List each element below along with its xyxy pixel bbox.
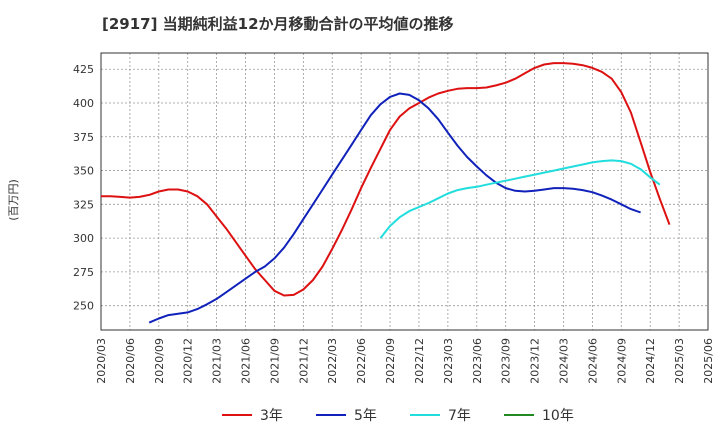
chart-title: [2917] 当期純利益12か月移動合計の平均値の推移	[102, 15, 454, 33]
plot-area	[100, 52, 709, 331]
x-tick-label: 2025/03	[673, 338, 686, 384]
y-tick-label: 425	[73, 63, 94, 76]
grid-lines	[100, 53, 709, 330]
y-tick-label: 400	[73, 97, 94, 110]
x-tick-label: 2021/03	[211, 338, 224, 384]
x-tick-label: 2021/12	[297, 338, 310, 384]
x-tick-label: 2024/06	[586, 338, 599, 384]
x-tick-label: 2022/12	[413, 338, 426, 384]
series-line	[101, 62, 671, 297]
legend-label: 7年	[448, 408, 471, 424]
x-tick-label: 2024/09	[615, 338, 628, 384]
legend-label: 5年	[354, 408, 377, 424]
y-axis-ticks: 250 275 300 325 350 375 400 425	[73, 63, 94, 312]
x-tick-label: 2022/09	[384, 338, 397, 384]
x-tick-label: 2022/03	[326, 338, 339, 384]
x-tick-label: 2020/09	[153, 338, 166, 384]
legend-label: 10年	[542, 408, 574, 424]
x-tick-label: 2025/06	[702, 338, 715, 384]
x-tick-label: 2021/06	[240, 338, 253, 384]
x-tick-label: 2020/03	[95, 338, 108, 384]
y-axis-label: (百万円)	[7, 179, 20, 221]
legend-label: 3年	[260, 408, 283, 424]
y-tick-label: 300	[73, 232, 94, 245]
legend: 3年 5年 7年 10年	[222, 408, 574, 424]
y-tick-label: 250	[73, 300, 94, 313]
x-tick-label: 2023/03	[442, 338, 455, 384]
x-tick-label: 2020/06	[124, 338, 137, 384]
x-tick-label: 2021/09	[268, 338, 281, 384]
y-tick-label: 325	[73, 198, 94, 211]
series-line	[379, 159, 661, 239]
y-tick-label: 375	[73, 131, 94, 144]
x-tick-label: 2022/06	[355, 338, 368, 384]
x-tick-label: 2023/12	[529, 338, 542, 384]
x-axis-ticks: 2020/03 2020/06 2020/09 2020/12 2021/03 2021/…	[95, 338, 715, 384]
x-tick-label: 2023/06	[471, 338, 484, 384]
series-lines	[101, 62, 671, 324]
x-tick-label: 2023/09	[500, 338, 513, 384]
x-tick-label: 2024/03	[557, 338, 570, 384]
x-tick-label: 2024/12	[644, 338, 657, 384]
x-tick-label: 2020/12	[182, 338, 195, 384]
y-tick-label: 275	[73, 266, 94, 279]
y-tick-label: 350	[73, 165, 94, 178]
series-line	[148, 92, 641, 324]
